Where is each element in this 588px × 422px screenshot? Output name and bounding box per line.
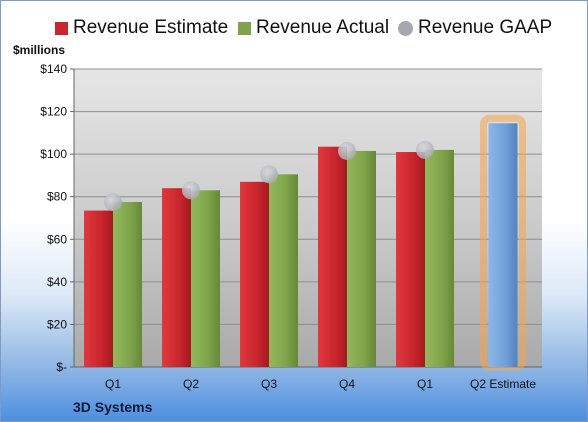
legend-swatch-estimate	[55, 21, 68, 35]
x-tick-label: Q1	[417, 377, 433, 391]
y-tick-label: $100	[40, 147, 67, 161]
legend-label-gaap: Revenue GAAP	[418, 17, 553, 38]
legend-swatch-actual	[238, 21, 251, 35]
bar-estimate	[240, 181, 269, 367]
y-tick-label: $-	[56, 360, 67, 374]
x-tick-label: Q2 Estimate	[470, 377, 536, 391]
bar-actual	[347, 150, 376, 367]
plot-area	[74, 69, 542, 367]
gaap-marker	[104, 193, 122, 212]
y-axis-units-label: $millions	[13, 43, 66, 57]
y-tick-label: $20	[47, 317, 67, 331]
y-tick-label: $60	[47, 232, 67, 246]
legend-item-estimate: Revenue Estimate	[55, 15, 228, 41]
bar-actual	[425, 149, 454, 367]
y-tick-label: $40	[47, 275, 67, 289]
bar-actual	[269, 174, 298, 367]
x-tick-label: Q1	[105, 377, 121, 391]
bar-actual	[113, 202, 142, 367]
bar-estimate	[162, 188, 191, 367]
gaap-marker	[338, 141, 356, 160]
legend-label-actual: Revenue Actual	[256, 17, 390, 38]
y-tick-label: $120	[40, 105, 67, 119]
x-tick-label: Q4	[339, 377, 355, 391]
legend-item-gaap: Revenue GAAP	[398, 15, 552, 41]
legend-label-estimate: Revenue Estimate	[73, 17, 229, 38]
bar-estimate-forecast	[488, 123, 518, 368]
chart-legend: Revenue Estimate Revenue Actual Revenue …	[1, 15, 587, 41]
gaap-marker	[260, 165, 278, 184]
x-tick-label: Q2	[183, 377, 199, 391]
bar-estimate	[318, 146, 347, 367]
legend-marker-gaap	[398, 20, 413, 36]
y-tick-label: $140	[40, 62, 67, 76]
legend-item-actual: Revenue Actual	[238, 15, 389, 41]
bar-estimate	[84, 210, 113, 367]
bar-estimate	[396, 152, 425, 367]
x-tick-label: Q3	[261, 377, 277, 391]
bar-actual	[191, 190, 220, 367]
gaap-marker	[182, 181, 200, 200]
y-tick-label: $80	[47, 190, 67, 204]
gaap-marker	[416, 140, 434, 159]
company-name: 3D Systems	[73, 399, 153, 415]
